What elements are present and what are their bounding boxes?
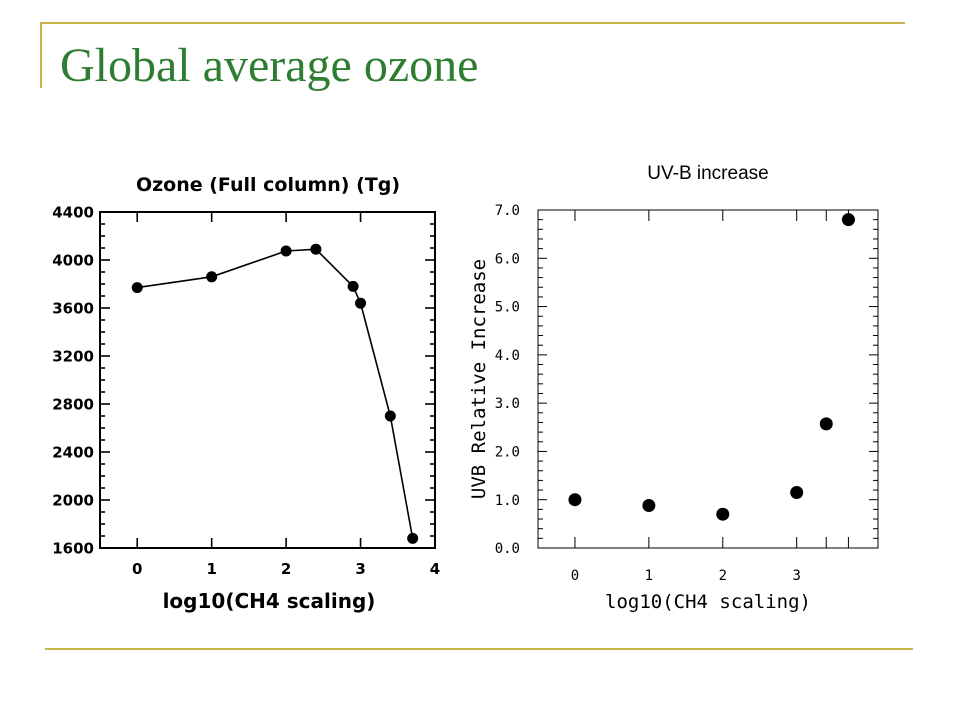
c1-y-tick-label: 2800 bbox=[52, 395, 94, 413]
c1-data-point bbox=[280, 245, 292, 257]
c1-data-point bbox=[310, 243, 322, 255]
c2-data-point bbox=[716, 507, 730, 521]
bottom-rule bbox=[45, 648, 913, 650]
c2-y-tick-label: 7.0 bbox=[495, 203, 520, 219]
c1-x-tick-label: 0 bbox=[132, 560, 142, 578]
c2-y-tick-label: 6.0 bbox=[495, 251, 520, 267]
chart1-points bbox=[131, 243, 419, 544]
c2-data-point bbox=[568, 493, 582, 507]
c1-y-tick-label: 2400 bbox=[52, 443, 94, 461]
c2-x-tick-label: 2 bbox=[719, 568, 727, 584]
chart1-x-tick-labels: 0 1 2 3 4 bbox=[132, 560, 440, 578]
c2-y-tick-label: 1.0 bbox=[495, 493, 520, 509]
c2-y-tick-label: 5.0 bbox=[495, 300, 520, 316]
uvb-scatter-chart: UV-B increase 0.0 1.0 2.0 3.0 4.0 5.0 6.0 7.0 0… bbox=[468, 163, 879, 613]
slide-title: Global average ozone bbox=[60, 39, 479, 92]
c1-data-point bbox=[206, 271, 218, 283]
chart2-x-tick-labels: 0 1 2 3 bbox=[571, 568, 801, 584]
chart1-ticks bbox=[100, 211, 436, 549]
chart2-frame bbox=[537, 209, 879, 549]
chart1-y-tick-labels: 1600 2000 2400 2800 3200 3600 4000 4400 bbox=[52, 203, 94, 557]
top-rule bbox=[40, 22, 905, 24]
c2-y-tick-label: 3.0 bbox=[495, 396, 520, 412]
c1-y-tick-label: 4000 bbox=[52, 251, 94, 269]
chart2-ticks bbox=[538, 209, 878, 549]
c2-y-tick-label: 2.0 bbox=[495, 444, 520, 460]
c1-series-line bbox=[137, 248, 414, 539]
c2-y-tick-label: 0.0 bbox=[495, 541, 520, 557]
c2-data-point bbox=[642, 499, 656, 513]
chart2-points bbox=[568, 213, 855, 521]
c1-data-point bbox=[355, 297, 367, 309]
c2-x-tick-label: 3 bbox=[792, 568, 800, 584]
c2-x-tick-label: 1 bbox=[645, 568, 653, 584]
chart1-series-line bbox=[137, 248, 414, 539]
c2-data-point bbox=[841, 213, 855, 227]
c1-x-tick-label: 1 bbox=[206, 560, 216, 578]
c1-y-tick-label: 4400 bbox=[52, 203, 94, 221]
c1-x-tick-label: 2 bbox=[281, 560, 291, 578]
c1-data-point bbox=[347, 280, 359, 292]
c1-x-tick-label: 3 bbox=[355, 560, 365, 578]
c2-data-point bbox=[790, 485, 804, 499]
c1-y-tick-label: 3200 bbox=[52, 347, 94, 365]
chart2-title: UV-B increase bbox=[647, 163, 768, 184]
left-rule bbox=[40, 22, 42, 88]
c2-data-point bbox=[819, 417, 833, 431]
chart1-x-axis-label: log10(CH4 scaling) bbox=[163, 589, 376, 613]
c1-data-point bbox=[407, 532, 419, 544]
c1-y-tick-label: 2000 bbox=[52, 491, 94, 509]
c1-data-point bbox=[131, 282, 143, 294]
ozone-line-chart: Ozone (Full column) (Tg) 1600 2000 2400 280… bbox=[52, 174, 440, 613]
chart2-x-axis-label: log10(CH4 scaling) bbox=[605, 591, 811, 613]
c2-x-tick-label: 0 bbox=[571, 568, 579, 584]
c1-x-tick-label: 4 bbox=[430, 560, 440, 578]
c1-y-tick-label: 1600 bbox=[52, 539, 94, 557]
chart1-frame bbox=[99, 211, 436, 549]
c2-y-tick-label: 4.0 bbox=[495, 348, 520, 364]
c1-data-point bbox=[384, 410, 396, 422]
chart2-y-axis-label: UVB Relative Increase bbox=[468, 259, 490, 499]
chart2-y-tick-labels: 0.0 1.0 2.0 3.0 4.0 5.0 6.0 7.0 bbox=[495, 203, 520, 557]
chart1-title: Ozone (Full column) (Tg) bbox=[136, 174, 400, 196]
c1-y-tick-label: 3600 bbox=[52, 299, 94, 317]
